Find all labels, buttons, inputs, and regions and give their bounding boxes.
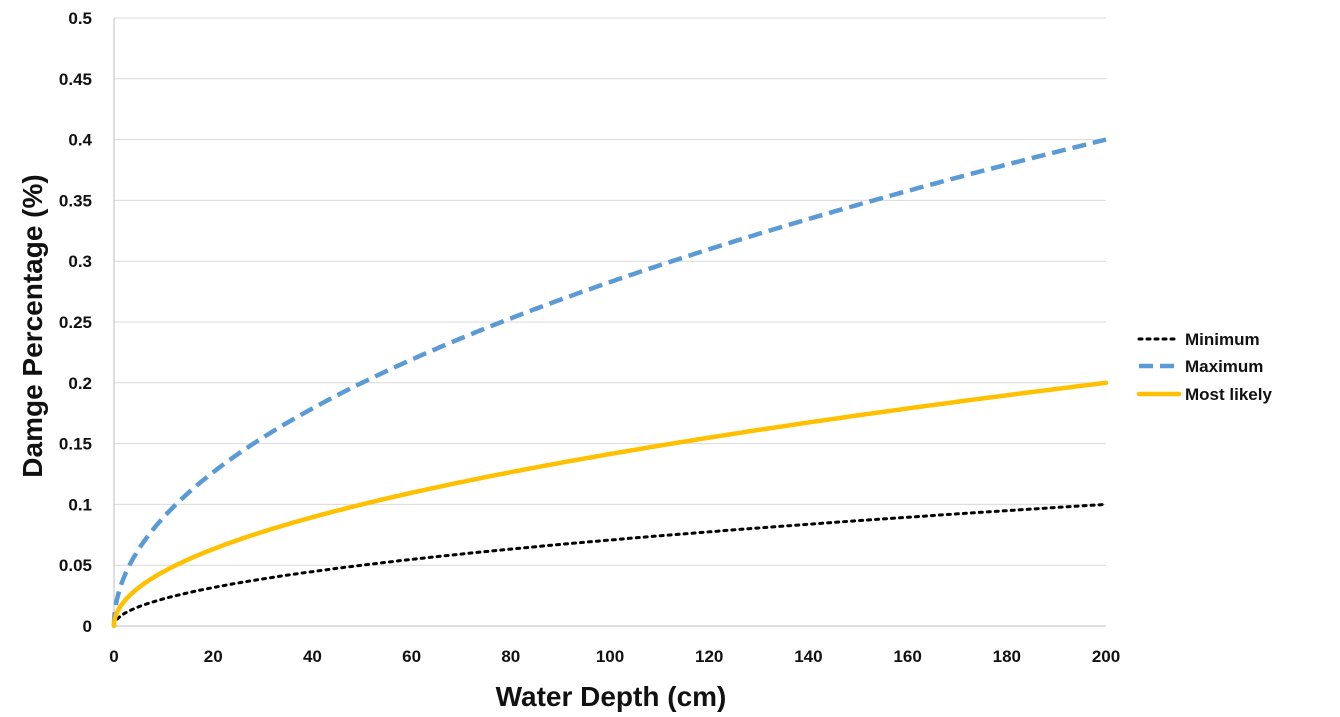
- series-line-most-likely: [111, 380, 1109, 629]
- y-tick-label: 0: [83, 617, 92, 636]
- legend-label: Most likely: [1185, 385, 1272, 404]
- x-tick-label: 20: [204, 647, 223, 666]
- series-line-minimum: [112, 502, 1108, 628]
- y-tick-label: 0.15: [59, 435, 92, 454]
- x-tick-label: 80: [501, 647, 520, 666]
- axes: [113, 18, 1106, 627]
- y-tick-label: 0.05: [59, 556, 92, 575]
- y-tick-label: 0.45: [59, 70, 92, 89]
- x-tick-label: 60: [402, 647, 421, 666]
- legend: Minimum Maximum Most likely: [1136, 330, 1272, 404]
- x-axis-title: Water Depth (cm): [496, 681, 727, 712]
- x-tick-labels: 0 20 40 60 80 100 120 140 160 180 200: [109, 647, 1120, 666]
- series-lines: [111, 137, 1109, 629]
- x-tick-label: 40: [303, 647, 322, 666]
- y-tick-label: 0.3: [68, 252, 92, 271]
- y-tick-label: 0.4: [68, 131, 92, 150]
- y-tick-labels: 0 0.05 0.1 0.15 0.2 0.25 0.3 0.35 0.4 0.45 0.5: [59, 9, 93, 636]
- x-tick-label: 160: [893, 647, 921, 666]
- gridlines: [114, 17, 1106, 566]
- y-tick-label: 0.1: [68, 495, 92, 514]
- y-tick-label: 0.35: [59, 191, 92, 210]
- y-tick-label: 0.25: [59, 313, 92, 332]
- x-tick-label: 0: [109, 647, 118, 666]
- x-tick-label: 180: [993, 647, 1021, 666]
- y-tick-label: 0.2: [68, 374, 92, 393]
- y-axis-title: Damge Percentage (%): [17, 174, 48, 477]
- x-tick-label: 140: [794, 647, 822, 666]
- y-tick-label: 0.5: [68, 9, 92, 28]
- x-tick-label: 200: [1092, 647, 1120, 666]
- series-line-maximum: [111, 137, 1107, 628]
- x-tick-label: 120: [695, 647, 723, 666]
- x-tick-label: 100: [596, 647, 624, 666]
- legend-label: Minimum: [1185, 330, 1260, 349]
- legend-label: Maximum: [1185, 357, 1263, 376]
